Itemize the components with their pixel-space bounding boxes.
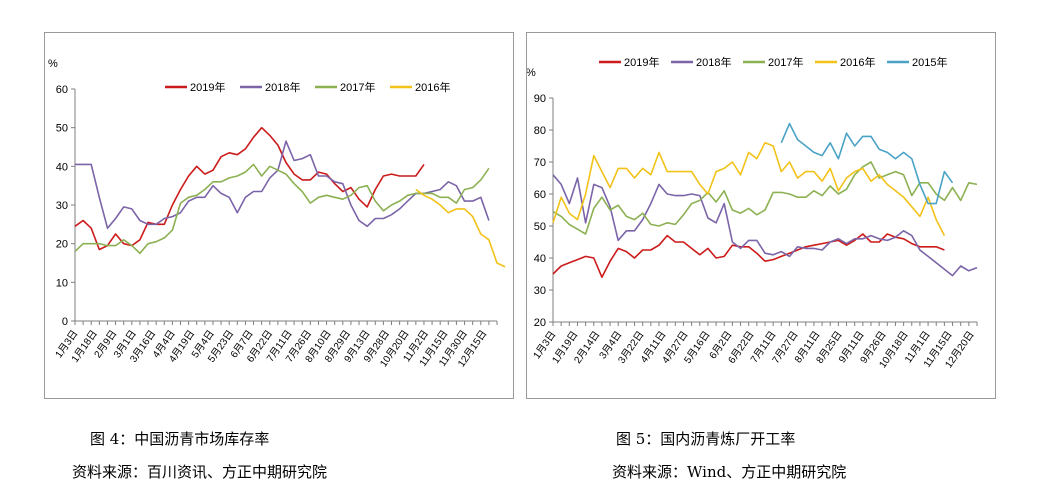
unit-label: % xyxy=(527,67,536,79)
y-tick-label: 30 xyxy=(534,285,546,297)
series-line-2019年 xyxy=(552,233,945,278)
series-line-2016年 xyxy=(415,188,506,268)
figure-5-caption: 图 5：国内沥青炼厂开工率 xyxy=(616,430,796,448)
y-tick-label: 90 xyxy=(534,93,546,105)
y-tick-label: 30 xyxy=(56,200,68,212)
y-tick-label: 20 xyxy=(56,239,68,251)
legend-label: 2017年 xyxy=(340,80,375,94)
series-line-2017年 xyxy=(74,163,490,255)
series-line-2016年 xyxy=(552,142,946,236)
legend-label: 2016年 xyxy=(415,80,450,94)
legend-label: 2019年 xyxy=(624,55,659,69)
series-line-2018年 xyxy=(75,140,490,229)
legend-label: 2018年 xyxy=(696,55,731,69)
legend-label: 2017年 xyxy=(768,55,803,69)
y-tick-label: 20 xyxy=(534,317,546,329)
legend-label: 2018年 xyxy=(265,80,300,94)
legend-label: 2015年 xyxy=(912,55,947,69)
series-line-2015年 xyxy=(780,122,954,205)
y-tick-label: 50 xyxy=(56,123,68,135)
utilization-chart-panel: %20304050607080901月3日1月19日2月14日3月4日3月22日… xyxy=(526,32,996,399)
y-tick-label: 40 xyxy=(56,161,68,173)
unit-label: % xyxy=(48,58,58,70)
figure-5-source: 资料来源：Wind、方正中期研究院 xyxy=(612,463,847,481)
refinery-utilization-chart: %20304050607080901月3日1月19日2月14日3月4日3月22日… xyxy=(527,55,978,370)
legend-label: 2016年 xyxy=(840,55,875,69)
y-tick-label: 10 xyxy=(56,277,68,289)
y-tick-label: 70 xyxy=(534,157,546,169)
series-line-2018年 xyxy=(552,174,978,277)
legend-label: 2019年 xyxy=(190,80,225,94)
y-tick-label: 80 xyxy=(534,125,546,137)
figure-4-source: 资料来源：百川资讯、方正中期研究院 xyxy=(72,463,328,481)
inventory-chart-panel: % 0 10 20 30 40 50 60 1月3日 1月18日 2月9日 3月1日 3月16日 4月4日… xyxy=(44,32,514,399)
y-tick-label: 40 xyxy=(534,253,546,265)
y-tick-label: 50 xyxy=(534,221,546,233)
series-line-2019年 xyxy=(74,126,425,251)
figure-4-caption: 图 4：中国沥青市场库存率 xyxy=(90,430,270,448)
series-line-2017年 xyxy=(552,161,978,235)
y-tick-label: 0 xyxy=(62,316,68,328)
y-tick-label: 60 xyxy=(56,84,68,96)
y-tick-label: 60 xyxy=(534,189,546,201)
inventory-rate-chart: %01020304050601月3日1月18日2月9日3月1日3月16日4月4日… xyxy=(48,58,506,369)
